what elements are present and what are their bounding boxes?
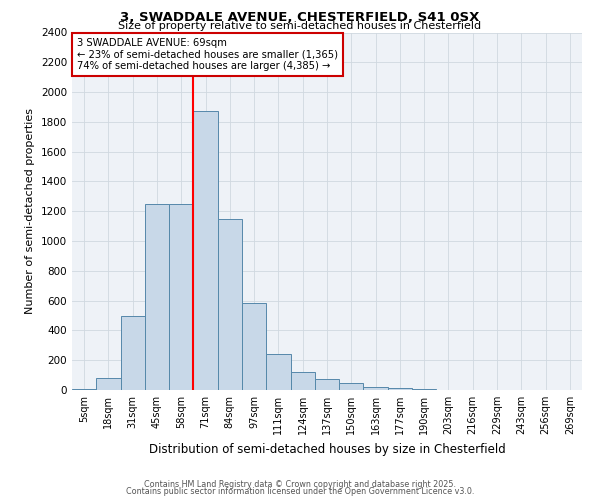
Text: 3, SWADDALE AVENUE, CHESTERFIELD, S41 0SX: 3, SWADDALE AVENUE, CHESTERFIELD, S41 0S… (121, 11, 479, 24)
Text: 3 SWADDALE AVENUE: 69sqm
← 23% of semi-detached houses are smaller (1,365)
74% o: 3 SWADDALE AVENUE: 69sqm ← 23% of semi-d… (77, 38, 338, 71)
Y-axis label: Number of semi-detached properties: Number of semi-detached properties (25, 108, 35, 314)
X-axis label: Distribution of semi-detached houses by size in Chesterfield: Distribution of semi-detached houses by … (149, 442, 505, 456)
Bar (145, 204, 169, 390)
Bar (339, 382, 364, 390)
Bar (290, 372, 315, 390)
Bar (388, 388, 412, 390)
Text: Contains HM Land Registry data © Crown copyright and database right 2025.: Contains HM Land Registry data © Crown c… (144, 480, 456, 489)
Text: Size of property relative to semi-detached houses in Chesterfield: Size of property relative to semi-detach… (118, 21, 482, 31)
Bar (193, 112, 218, 390)
Text: Contains public sector information licensed under the Open Government Licence v3: Contains public sector information licen… (126, 487, 474, 496)
Bar (218, 218, 242, 390)
Bar (364, 387, 388, 390)
Bar (169, 204, 193, 390)
Bar (121, 316, 145, 390)
Bar (72, 388, 96, 390)
Bar (266, 354, 290, 390)
Bar (242, 303, 266, 390)
Bar (315, 379, 339, 390)
Bar (96, 378, 121, 390)
